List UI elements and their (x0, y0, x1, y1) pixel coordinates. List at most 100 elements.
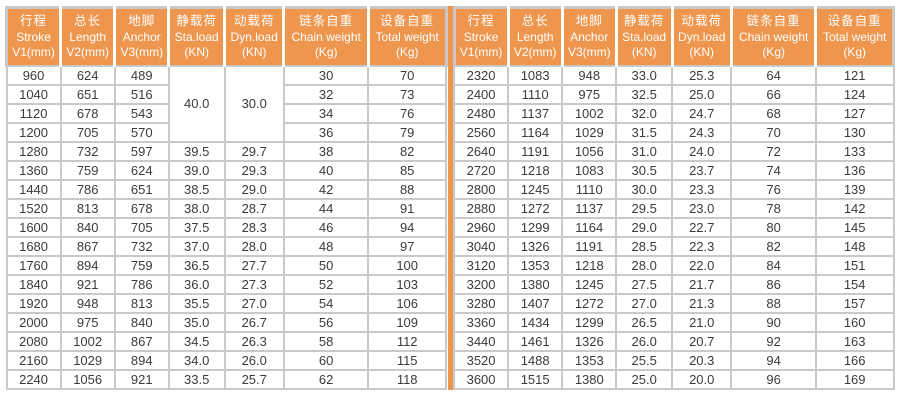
col-header-dyn_load: 动载荷 Dyn.load (KN) (222, 5, 286, 67)
cell-stroke: 2720 (452, 159, 510, 181)
cell-dyn_load: 21.0 (670, 311, 733, 333)
col-header-stroke-zh: 行程 (467, 14, 495, 28)
cell-stroke: 3520 (452, 349, 510, 371)
cell-chain_weight: 94 (730, 349, 817, 371)
cell-stroke: 2160 (5, 349, 62, 371)
cell-anchor: 1272 (561, 292, 618, 314)
cell-sta_load: 37.0 (167, 235, 226, 257)
cell-stroke: 2560 (452, 121, 510, 143)
cell-anchor: 1245 (561, 273, 618, 295)
cell-length: 1245 (507, 178, 564, 200)
cell-total_weight: 163 (814, 330, 895, 352)
table-row: 1840 921 786 36.0 27.3 52 103 (5, 273, 447, 295)
cell-total_weight: 109 (367, 311, 447, 333)
table-row: 3520 1488 1353 25.5 20.3 94 166 (452, 349, 895, 371)
col-header-sta_load-unit: (KN) (631, 44, 657, 59)
cell-length: 651 (59, 83, 116, 105)
col-header-anchor: 地脚 Anchor V3(mm) (560, 5, 618, 67)
table-row: 1520 813 678 38.0 28.7 44 91 (5, 197, 447, 219)
table-row: 3200 1380 1245 27.5 21.7 86 154 (452, 273, 895, 295)
cell-stroke: 1600 (5, 216, 62, 238)
cell-anchor: 624 (113, 159, 170, 181)
cell-length: 1218 (507, 159, 564, 181)
cell-anchor: 1326 (561, 330, 618, 352)
col-header-anchor-zh: 地脚 (575, 14, 603, 28)
table-row: 2800 1245 1110 30.0 23.3 76 139 (452, 178, 895, 200)
cell-chain_weight: 78 (730, 197, 817, 219)
cell-chain_weight: 58 (282, 330, 370, 352)
col-header-total_weight-zh: 设备自重 (380, 14, 435, 28)
col-header-stroke-zh: 行程 (20, 14, 48, 28)
cell-length: 624 (59, 64, 116, 86)
cell-sta_load: 36.0 (167, 273, 226, 295)
cell-dyn_load: 20.0 (670, 368, 733, 390)
col-header-length: 总长 Length V2(mm) (59, 5, 117, 67)
cell-anchor: 597 (113, 140, 170, 162)
cell-total_weight: 91 (367, 197, 447, 219)
cell-stroke: 2880 (452, 197, 510, 219)
col-header-length-en: Length (69, 29, 107, 44)
cell-anchor: 813 (113, 292, 170, 314)
cell-length: 759 (59, 159, 116, 181)
cell-sta_load: 31.5 (615, 121, 673, 143)
cell-dyn_load: 22.0 (670, 254, 733, 276)
cell-sta_load: 38.0 (167, 197, 226, 219)
cell-chain_weight: 64 (730, 64, 817, 86)
cell-total_weight: 139 (814, 178, 895, 200)
cell-total_weight: 94 (367, 216, 447, 238)
col-header-dyn_load-en: Dyn.load (678, 29, 726, 44)
cell-sta_load: 27.5 (615, 273, 673, 295)
cell-sta_load: 32.5 (615, 83, 673, 105)
cell-anchor: 678 (113, 197, 170, 219)
cell-sta_load: 26.0 (615, 330, 673, 352)
table-row: 1200 705 570 36 79 (5, 121, 447, 143)
cell-anchor: 975 (561, 83, 618, 105)
table-row: 2000 975 840 35.0 26.7 56 109 (5, 311, 447, 333)
cell-anchor: 1137 (561, 197, 618, 219)
cell-total_weight: 70 (367, 64, 447, 86)
cell-chain_weight: 88 (730, 292, 817, 314)
col-header-chain_weight: 链条自重 Chain weight (Kg) (282, 5, 370, 67)
col-header-chain_weight-unit: (Kg) (762, 44, 785, 59)
cell-anchor: 1110 (561, 178, 618, 200)
cell-total_weight: 100 (367, 254, 447, 276)
col-header-dyn_load-unit: (KN) (689, 44, 715, 59)
col-header-dyn_load-zh: 动载荷 (681, 14, 722, 28)
cell-total_weight: 97 (367, 235, 447, 257)
cell-anchor: 921 (113, 368, 170, 390)
cell-total_weight: 85 (367, 159, 447, 181)
cell-dyn_load: 20.7 (670, 330, 733, 352)
cell-length: 867 (59, 235, 116, 257)
cell-anchor: 948 (561, 64, 618, 86)
col-header-sta_load: 静载荷 Sta.load (KN) (614, 5, 674, 67)
cell-length: 1488 (507, 349, 564, 371)
cell-sta_load: 31.0 (615, 140, 673, 162)
cell-length: 1299 (507, 216, 564, 238)
spec-sheet: 行程 Stroke V1(mm) 总长 Length V2(mm) 地脚 Anchor V3(m… (4, 5, 895, 390)
cell-chain_weight: 34 (282, 102, 370, 124)
cell-sta_load: 40.0 (167, 64, 226, 143)
cell-stroke: 2800 (452, 178, 510, 200)
cell-total_weight: 130 (814, 121, 895, 143)
col-header-chain_weight: 链条自重 Chain weight (Kg) (729, 5, 818, 67)
cell-stroke: 2640 (452, 140, 510, 162)
cell-anchor: 1380 (561, 368, 618, 390)
col-header-dyn_load-zh: 动载荷 (233, 14, 275, 28)
cell-total_weight: 160 (814, 311, 895, 333)
cell-total_weight: 88 (367, 178, 447, 200)
cell-anchor: 1083 (561, 159, 618, 181)
cell-total_weight: 166 (814, 349, 895, 371)
col-header-total_weight-zh: 设备自重 (827, 14, 882, 28)
cell-dyn_load: 29.0 (223, 178, 285, 200)
cell-dyn_load: 27.3 (223, 273, 285, 295)
cell-length: 1191 (507, 140, 564, 162)
cell-chain_weight: 66 (730, 83, 817, 105)
cell-chain_weight: 96 (730, 368, 817, 390)
cell-chain_weight: 56 (282, 311, 370, 333)
table-row: 1600 840 705 37.5 28.3 46 94 (5, 216, 447, 238)
col-header-length-en: Length (516, 29, 554, 44)
cell-total_weight: 151 (814, 254, 895, 276)
table-row: 2320 1083 948 33.0 25.3 64 121 (452, 64, 895, 86)
col-header-anchor-en: Anchor (122, 29, 161, 44)
header-row: 行程 Stroke V1(mm) 总长 Length V2(mm) 地脚 Anchor V3(m… (4, 5, 448, 67)
